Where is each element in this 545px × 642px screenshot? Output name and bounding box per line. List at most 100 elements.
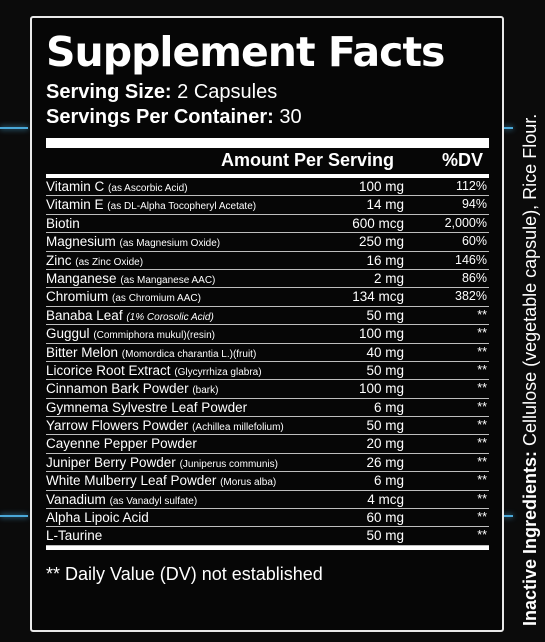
ingredient-dv: ** <box>477 307 487 322</box>
serving-size-value: 2 Capsules <box>171 81 278 103</box>
ingredient-dv: 2,000% <box>444 215 487 230</box>
ingredient-name: Vitamin C (as Ascorbic Acid) <box>46 178 188 197</box>
servings-per-container-value: 30 <box>273 106 302 128</box>
table-row: Zinc (as Zinc Oxide) 16 mg 146% <box>46 252 489 270</box>
ingredient-label: Banaba Leaf <box>46 307 123 323</box>
table-row: Biotin 600 mcg 2,000% <box>46 215 489 234</box>
table-row: Gymnema Sylvestre Leaf Powder 6 mg ** <box>46 399 489 418</box>
ingredient-source: (as Vanadyl sulfate) <box>109 495 198 507</box>
ingredient-source: (as Chromium AAC) <box>112 293 201 305</box>
table-row: Yarrow Flowers Powder (Achillea millefol… <box>46 417 489 436</box>
ingredient-dv: 60% <box>461 234 487 249</box>
ingredient-source: (as Magnesium Oxide) <box>119 238 221 250</box>
panel-title: Supplement Facts <box>46 28 445 76</box>
accent-line-left-top <box>0 127 28 129</box>
ingredient-source: (Commiphora mukul)(resin) <box>93 330 216 342</box>
ingredient-amount: 50 mg <box>366 362 404 378</box>
table-row: Magnesium (as Magnesium Oxide) 250 mg 60% <box>46 233 489 252</box>
table-row: Vitamin C (as Ascorbic Acid) 100 mg 112% <box>46 178 489 197</box>
table-row: Guggul (Commiphora mukul)(resin) 100 mg ** <box>46 325 489 344</box>
inactive-ingredients-value: Cellulose (vegetable capsule), Rice Flou… <box>520 113 540 451</box>
ingredient-label: Zinc <box>46 252 72 268</box>
ingredient-dv: 94% <box>461 197 487 212</box>
ingredient-amount: 100 mg <box>358 179 404 194</box>
table-row: Manganese (as Manganese AAC) 2 mg 86% <box>46 270 489 289</box>
ingredient-label: Vitamin C <box>46 179 105 194</box>
ingredient-amount: 50 mg <box>366 307 404 323</box>
servings-per-container-label: Servings Per Container: <box>46 106 274 128</box>
header-amount: Amount Per Serving <box>220 150 394 170</box>
ingredient-dv: 146% <box>455 252 487 267</box>
ingredient-dv: ** <box>477 344 487 359</box>
ingredient-label: Gymnema Sylvestre Leaf Powder <box>46 399 248 415</box>
serving-size: Serving Size: 2 Capsules <box>46 80 489 105</box>
ingredient-source: (as DL-Alpha Tocopheryl Acetate) <box>107 201 257 213</box>
table-row: Chromium (as Chromium AAC) 134 mcg 382% <box>46 288 489 307</box>
ingredient-source: (Juniperus communis) <box>179 458 278 470</box>
ingredient-amount: 16 mg <box>366 252 404 268</box>
table-row: Bitter Melon (Momordica charantia L.)(fr… <box>46 344 489 362</box>
nutrient-table: Vitamin C (as Ascorbic Acid) 100 mg 112% Vi… <box>46 178 489 546</box>
ingredient-amount: 50 mg <box>366 418 404 434</box>
ingredient-label: Bitter Melon <box>46 344 119 360</box>
ingredient-name: Licorice Root Extract (Glycyrrhiza glabr… <box>46 362 262 381</box>
ingredient-amount: 60 mg <box>366 510 404 526</box>
ingredient-amount: 26 mg <box>366 454 404 470</box>
ingredient-label: Biotin <box>46 215 80 231</box>
ingredient-source: (as Ascorbic Acid) <box>108 183 188 194</box>
accent-line-right-bottom <box>503 515 513 517</box>
ingredient-label: Cinnamon Bark Powder <box>46 381 189 397</box>
table-row: Banaba Leaf (1% Corosolic Acid) 50 mg ** <box>46 307 489 326</box>
ingredient-dv: ** <box>477 362 487 377</box>
table-row: L-Taurine 50 mg ** <box>46 527 489 546</box>
ingredient-amount: 40 mg <box>366 344 404 360</box>
dv-footnote: ** Daily Value (DV) not established <box>46 563 323 584</box>
ingredient-amount: 50 mg <box>366 528 404 544</box>
ingredient-name: Banaba Leaf (1% Corosolic Acid) <box>46 307 214 326</box>
ingredient-name: Cinnamon Bark Powder (bark) <box>46 380 218 399</box>
ingredient-label: L-Taurine <box>46 528 103 544</box>
ingredient-dv: ** <box>477 510 487 525</box>
ingredient-label: Vitamin E <box>46 197 104 213</box>
ingredient-label: Vanadium <box>46 491 106 507</box>
ingredient-source: (Momordica charantia L.)(fruit) <box>121 348 257 360</box>
ingredient-name: Gymnema Sylvestre Leaf Powder <box>46 399 247 416</box>
ingredient-name: Chromium (as Chromium AAC) <box>46 288 201 307</box>
ingredient-dv: 382% <box>455 289 487 304</box>
bottom-divider <box>46 545 489 550</box>
inactive-ingredients: Inactive Ingredients: Cellulose (vegetab… <box>520 114 541 626</box>
thick-divider <box>46 138 489 148</box>
supplement-facts-panel: Supplement Facts Serving Size: 2 Capsule… <box>30 16 504 632</box>
ingredient-amount: 20 mg <box>366 436 404 452</box>
ingredient-name: L-Taurine <box>46 527 102 544</box>
table-header: Amount Per Serving %DV <box>46 148 489 178</box>
ingredient-dv: ** <box>477 326 487 341</box>
ingredient-source: (as Zinc Oxide) <box>75 256 144 268</box>
ingredient-name: Zinc (as Zinc Oxide) <box>46 252 143 271</box>
ingredient-name: Manganese (as Manganese AAC) <box>46 270 215 289</box>
ingredient-amount: 6 mg <box>373 399 404 415</box>
ingredient-amount: 250 mg <box>358 234 404 250</box>
ingredient-name: White Mulberry Leaf Powder (Morus alba) <box>46 472 276 491</box>
accent-line-right-top <box>503 127 513 129</box>
ingredient-amount: 600 mcg <box>352 215 404 231</box>
ingredient-label: Alpha Lipoic Acid <box>46 510 149 526</box>
ingredient-dv: ** <box>477 528 487 543</box>
ingredient-label: Yarrow Flowers Powder <box>46 418 189 434</box>
ingredient-dv: ** <box>477 418 487 433</box>
ingredient-amount: 6 mg <box>373 473 404 489</box>
table-row: Cayenne Pepper Powder 20 mg ** <box>46 435 489 454</box>
ingredient-label: Guggul <box>46 326 90 342</box>
ingredient-source: (Achillea millefolium) <box>192 422 284 434</box>
ingredient-dv: ** <box>477 454 487 469</box>
header-dv: %DV <box>441 150 483 170</box>
ingredient-dv: ** <box>477 436 487 451</box>
ingredient-name: Guggul (Commiphora mukul)(resin) <box>46 325 215 344</box>
accent-line-left-bottom <box>0 515 28 517</box>
ingredient-dv: ** <box>477 491 487 506</box>
table-row: Alpha Lipoic Acid 60 mg ** <box>46 509 489 528</box>
inactive-ingredients-label: Inactive Ingredients: <box>520 450 540 626</box>
ingredient-amount: 100 mg <box>358 326 404 342</box>
ingredient-label: Magnesium <box>46 234 116 250</box>
